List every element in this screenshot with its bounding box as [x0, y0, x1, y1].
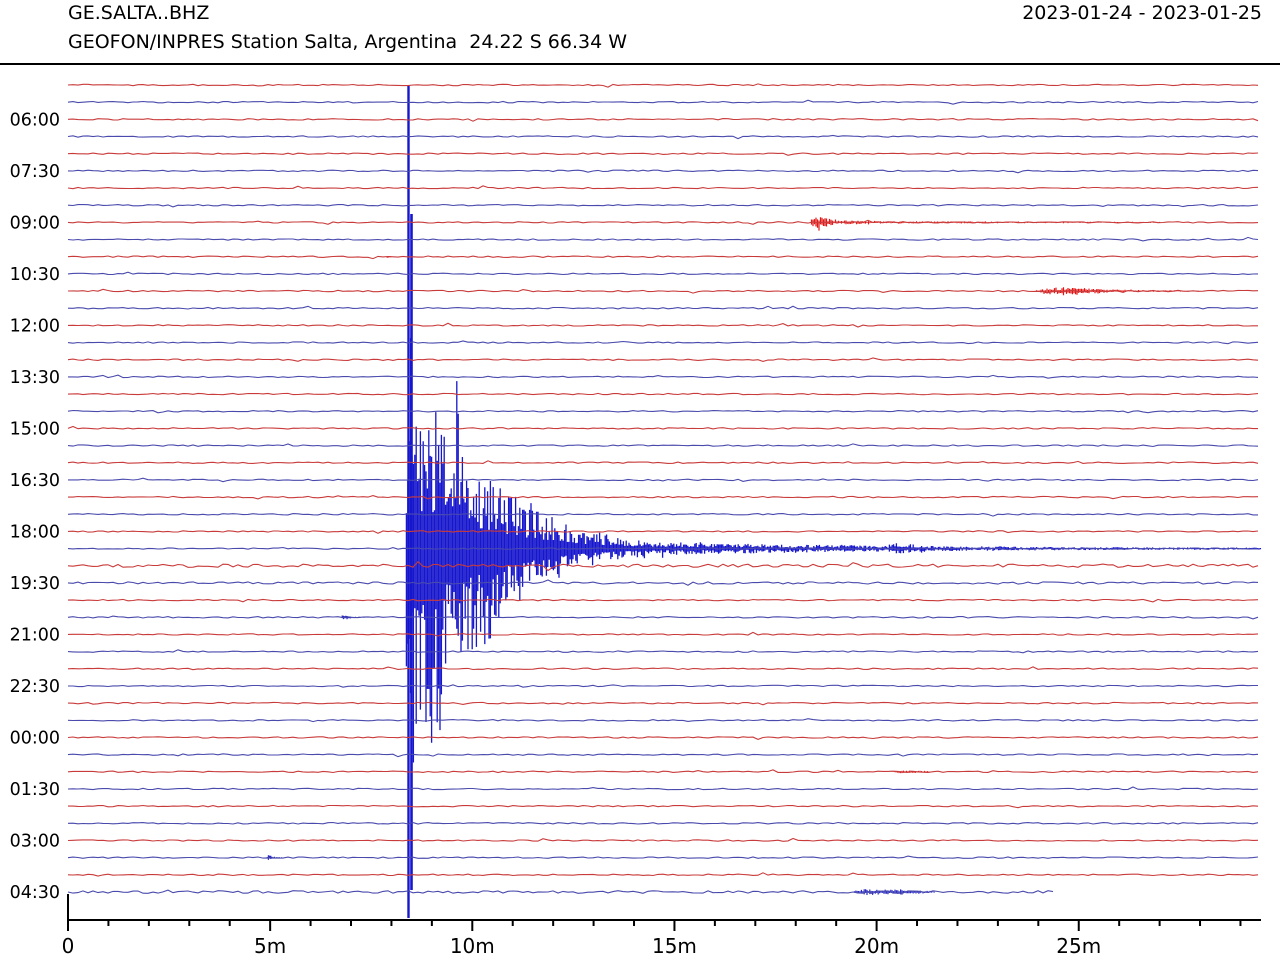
trace-row: [67, 288, 1259, 294]
time-label: 10:30: [10, 265, 60, 285]
trace-row: [67, 271, 1259, 276]
station-id: GE.SALTA..BHZ: [68, 2, 210, 24]
trace-row: [67, 615, 1259, 620]
time-label: 21:00: [10, 625, 60, 645]
trace-row: [67, 169, 1259, 174]
x-axis-tick-label: 5m: [254, 934, 286, 958]
time-label: 19:30: [10, 574, 60, 594]
trace-row: [67, 855, 1259, 859]
time-label: 16:30: [10, 471, 60, 491]
trace-row: [67, 872, 1259, 877]
trace-row: [67, 305, 1259, 310]
time-label: 00:00: [10, 729, 60, 749]
trace-row: [67, 666, 1259, 671]
trace-row: [67, 560, 1259, 572]
event-waveform: [810, 217, 1161, 231]
trace-row: [67, 409, 1259, 414]
trace-row: [67, 546, 1258, 551]
trace-row: [67, 753, 1259, 758]
seismic-event-main-earthquake: [405, 86, 1262, 918]
trace-row: [67, 889, 1054, 894]
trace-row: [67, 837, 1259, 842]
trace-row: [67, 786, 1259, 791]
trace-row: [67, 152, 1259, 156]
trace-row: [67, 443, 1259, 448]
trace-layer: [67, 83, 1259, 894]
event-waveform: [405, 338, 1262, 763]
trace-row: [67, 460, 1259, 464]
trace-row: [67, 118, 1259, 122]
time-label: 07:30: [10, 162, 60, 182]
station-description: GEOFON/INPRES Station Salta, Argentina 2…: [68, 31, 628, 53]
trace-row: [67, 736, 1259, 740]
time-label: 04:30: [10, 883, 60, 903]
time-label: 03:00: [10, 832, 60, 852]
trace-row: [67, 649, 1259, 654]
trace-row: [67, 598, 1259, 603]
x-axis: 0 5m 10m 15m 20m 25m: [62, 894, 1261, 958]
time-label: 09:00: [10, 213, 60, 233]
date-range: 2023-01-24 - 2023-01-25: [1022, 2, 1262, 24]
trace-row: [67, 203, 1259, 208]
seismic-event-regional-event-0918: [810, 217, 1161, 231]
trace-row: [67, 701, 1259, 706]
time-label: 22:30: [10, 677, 60, 697]
trace-row: [67, 513, 1258, 517]
trace-row: [67, 255, 1259, 260]
trace-row: [67, 579, 1259, 586]
trace-row: [68, 495, 1259, 500]
time-label: 12:00: [10, 316, 60, 336]
trace-row: [67, 185, 1259, 190]
trace-row: [67, 769, 1259, 774]
trace-row: [67, 530, 1259, 534]
trace-row: [68, 477, 1259, 483]
time-label: 06:00: [10, 110, 60, 130]
event-layer: [266, 86, 1262, 918]
trace-row: [68, 684, 1258, 688]
time-label-layer: 06:00 07:30 09:00 10:30 12:00 13:30 15:00 16:30…: [10, 110, 60, 903]
trace-row: [67, 134, 1259, 140]
x-axis-tick-label: 20m: [854, 934, 899, 958]
x-axis-tick-label: 10m: [450, 934, 495, 958]
trace-row: [67, 357, 1259, 362]
trace-row: [68, 374, 1259, 379]
trace-row: [67, 425, 1258, 430]
x-axis-tick-label: 25m: [1056, 934, 1101, 958]
time-label: 18:00: [10, 522, 60, 542]
time-label: 13:30: [10, 368, 60, 388]
trace-row: [67, 392, 1259, 396]
trace-row: [67, 718, 1259, 723]
trace-row: [67, 236, 1259, 242]
trace-row: [67, 99, 1259, 105]
x-axis-tick-label: 0: [62, 934, 75, 958]
time-label: 01:30: [10, 780, 60, 800]
trace-row: [67, 83, 1259, 88]
time-label: 15:00: [10, 419, 60, 439]
header-separator: [0, 63, 1280, 65]
x-axis-tick-label: 15m: [652, 934, 697, 958]
trace-row: [67, 821, 1259, 825]
trace-row: [67, 219, 1259, 225]
trace-row: [67, 322, 1258, 328]
trace-row: [67, 631, 1259, 637]
trace-row: [67, 340, 1259, 345]
trace-row: [68, 804, 1259, 809]
